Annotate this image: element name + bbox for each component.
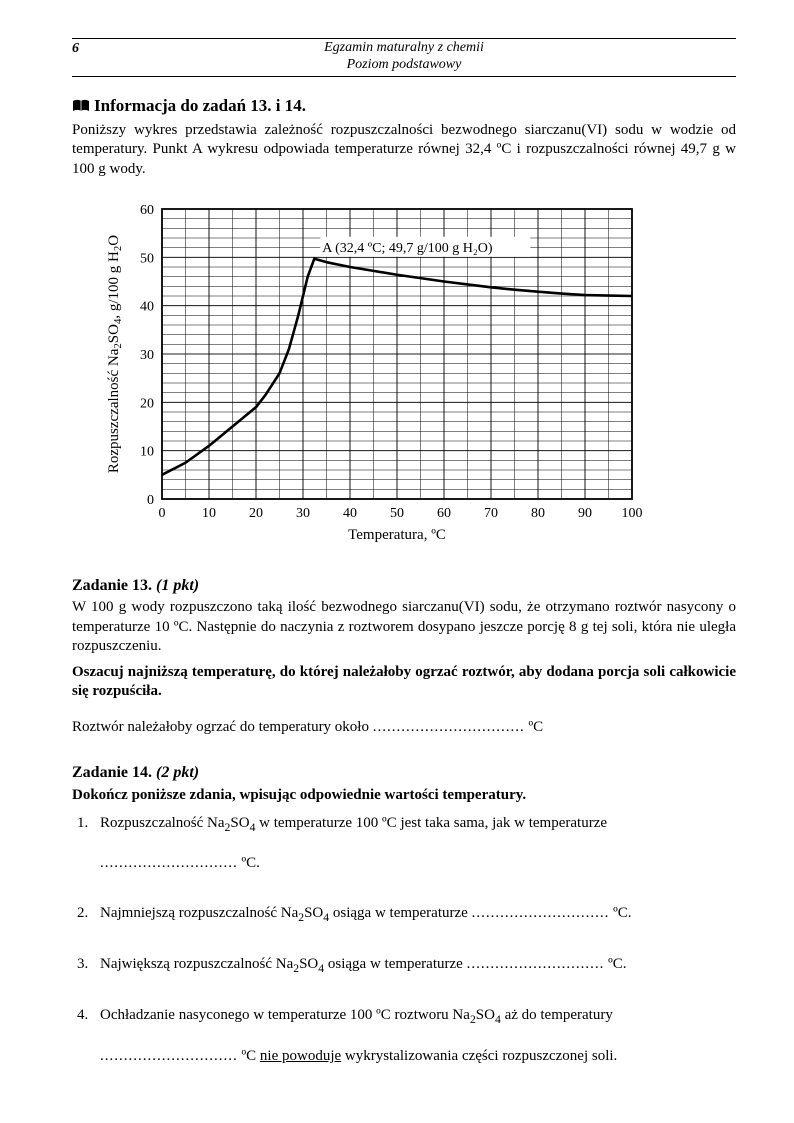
svg-text:80: 80 <box>531 506 545 521</box>
svg-text:40: 40 <box>343 506 357 521</box>
text: Największą rozpuszczalność Na <box>100 956 293 972</box>
page: 6 Egzamin maturalny z chemii Poziom pods… <box>0 0 794 1113</box>
blank[interactable]: ............................. <box>100 1048 238 1064</box>
svg-text:10: 10 <box>202 506 216 521</box>
text: Rozpuszczalność Na <box>100 815 225 831</box>
task14-item-3: Największą rozpuszczalność Na2SO4 osiąga… <box>92 955 736 976</box>
blank[interactable]: ............................. <box>100 855 238 871</box>
blank[interactable]: ............................. <box>467 956 605 972</box>
text: Najmniejszą rozpuszczalność Na <box>100 905 298 921</box>
text: SO <box>476 1007 495 1023</box>
svg-text:50: 50 <box>390 506 404 521</box>
info-paragraph: Poniższy wykres przedstawia zależność ro… <box>72 121 736 180</box>
chart-svg: 0 10 20 30 40 50 60 70 80 90 100 0 10 20 30 40 50 60 Tempe… <box>82 189 642 549</box>
blank[interactable]: ............................. <box>472 905 610 921</box>
solubility-chart: 0 10 20 30 40 50 60 70 80 90 100 0 10 20 30 40 50 60 Tempe… <box>82 189 736 556</box>
task13-label: Zadanie 13. <box>72 577 152 594</box>
info-heading-text: Informacja do zadań 13. i 14. <box>94 96 306 115</box>
svg-text:Rozpuszczalność Na2SO4, g/100: Rozpuszczalność Na2SO4, g/100 g H2O <box>106 235 124 473</box>
svg-text:60: 60 <box>437 506 451 521</box>
task13-title: Zadanie 13. (1 pkt) <box>72 576 736 597</box>
task13-instruction: Oszacuj najniższą temperaturę, do której… <box>72 663 736 702</box>
text: wykrystalizowania części rozpuszczonej s… <box>341 1048 617 1064</box>
text: SO <box>230 815 249 831</box>
header-title: Egzamin maturalny z chemii Poziom podsta… <box>72 40 736 74</box>
svg-text:0: 0 <box>159 506 166 521</box>
svg-text:A (32,4 ºC; 49,7 g/100 g H₂O): A (32,4 ºC; 49,7 g/100 g H₂O) <box>322 241 493 256</box>
task14-title: Zadanie 14. (2 pkt) <box>72 763 736 784</box>
task13-paragraph: W 100 g wody rozpuszczono taką ilość bez… <box>72 598 736 657</box>
unit: ºC. <box>609 905 631 921</box>
task14-item-2: Najmniejszą rozpuszczalność Na2SO4 osiąg… <box>92 904 736 925</box>
svg-text:70: 70 <box>484 506 498 521</box>
task14-item-1: Rozpuszczalność Na2SO4 w temperaturze 10… <box>92 814 736 874</box>
header-line2: Poziom podstawowy <box>347 57 462 72</box>
svg-text:100: 100 <box>622 506 643 521</box>
unit: ºC. <box>238 855 260 871</box>
svg-text:10: 10 <box>140 445 154 460</box>
page-header: 6 Egzamin maturalny z chemii Poziom pods… <box>72 38 736 77</box>
svg-text:20: 20 <box>249 506 263 521</box>
svg-text:60: 60 <box>140 203 154 218</box>
svg-text:90: 90 <box>578 506 592 521</box>
task13-answer-prefix: Roztwór należałoby ogrzać do temperatury… <box>72 719 373 735</box>
text: SO <box>304 905 323 921</box>
text: osiąga w temperaturze <box>324 956 466 972</box>
text: aż do temperatury <box>501 1007 613 1023</box>
blank[interactable]: ................................ <box>373 719 525 735</box>
task13-answer-line: Roztwór należałoby ogrzać do temperatury… <box>72 718 736 738</box>
svg-text:50: 50 <box>140 252 154 267</box>
header-line1: Egzamin maturalny z chemii <box>324 40 484 55</box>
task14-item-4: Ochładzanie nasyconego w temperaturze 10… <box>92 1006 736 1066</box>
unit: ºC <box>238 1048 260 1064</box>
svg-text:40: 40 <box>140 300 154 315</box>
svg-text:30: 30 <box>296 506 310 521</box>
task13-points: (1 pkt) <box>156 577 199 594</box>
book-icon <box>72 97 90 119</box>
task13-unit: ºC <box>525 719 543 735</box>
svg-text:Temperatura, ºC: Temperatura, ºC <box>348 527 446 543</box>
task14-points: (2 pkt) <box>156 764 199 781</box>
task14-label: Zadanie 14. <box>72 764 152 781</box>
text: SO <box>299 956 318 972</box>
text: osiąga w temperaturze <box>329 905 471 921</box>
task14-list: Rozpuszczalność Na2SO4 w temperaturze 10… <box>72 814 736 1067</box>
page-number: 6 <box>72 40 79 58</box>
svg-text:30: 30 <box>140 348 154 363</box>
text: w temperaturze 100 ºC jest taka sama, ja… <box>255 815 607 831</box>
unit: ºC. <box>604 956 626 972</box>
underlined-text: nie powoduje <box>260 1048 341 1064</box>
svg-text:0: 0 <box>147 493 154 508</box>
text: Ochładzanie nasyconego w temperaturze 10… <box>100 1007 470 1023</box>
info-heading: Informacja do zadań 13. i 14. <box>72 95 736 119</box>
task14-instruction: Dokończ poniższe zdania, wpisując odpowi… <box>72 786 736 806</box>
svg-text:20: 20 <box>140 397 154 412</box>
